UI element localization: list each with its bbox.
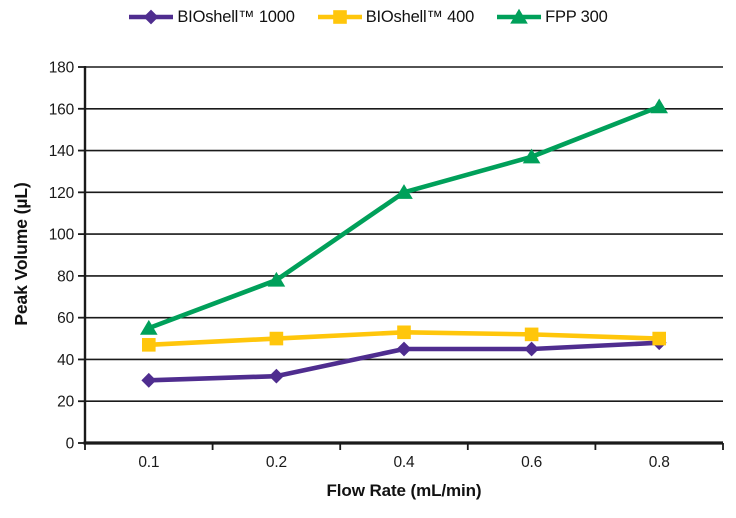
- chart-legend: BIOshell™ 1000 BIOshell™ 400 FPP 300: [0, 5, 736, 29]
- y-tick-label: 160: [49, 101, 75, 118]
- data-point-marker-1: [524, 327, 539, 342]
- y-axis-title: Peak Volume (µL): [11, 182, 31, 326]
- data-point-marker-0: [269, 368, 284, 384]
- data-point-marker-1: [652, 331, 666, 346]
- legend-item-bioshell-400: BIOshell™ 400: [317, 8, 474, 26]
- x-tick-label: 0.1: [138, 454, 159, 471]
- y-tick-label: 120: [49, 185, 75, 202]
- legend-line-square-icon: [317, 10, 362, 24]
- data-point-marker-2: [522, 148, 541, 164]
- data-point-marker-0: [396, 341, 412, 357]
- data-point-marker-1: [269, 331, 284, 346]
- y-tick-label: 80: [57, 268, 74, 285]
- data-point-marker-1: [397, 325, 411, 340]
- data-point-marker-1: [142, 338, 156, 352]
- x-tick-label: 0.6: [521, 454, 542, 471]
- legend-line-triangle-icon: [497, 8, 542, 24]
- legend-item-fpp-300: FPP 300: [496, 8, 608, 26]
- legend-label: BIOshell™ 1000: [177, 8, 295, 26]
- legend-line-diamond-icon: [129, 9, 174, 25]
- y-tick-label: 0: [66, 436, 75, 453]
- legend-marker-square-icon: [332, 10, 347, 24]
- y-tick-label: 20: [57, 394, 74, 411]
- y-tick-label: 180: [49, 60, 75, 77]
- x-tick-label: 0.8: [649, 454, 670, 471]
- data-point-marker-2: [140, 319, 158, 335]
- x-axis-title: Flow Rate (mL/min): [326, 481, 482, 500]
- data-point-marker-2: [395, 184, 413, 199]
- legend-item-bioshell-1000: BIOshell™ 1000: [128, 8, 295, 26]
- y-tick-label: 60: [57, 310, 74, 327]
- series-line-2: [146, 104, 662, 331]
- data-point-marker-2: [650, 98, 668, 114]
- x-tick-label: 0.2: [266, 454, 287, 471]
- data-point-marker-0: [141, 372, 157, 388]
- y-tick-label: 100: [49, 227, 75, 244]
- data-point-marker-0: [524, 341, 539, 357]
- legend-marker-triangle-icon: [510, 8, 528, 24]
- data-point-marker-2: [267, 271, 286, 287]
- legend-label: FPP 300: [545, 8, 608, 26]
- legend-marker-diamond-icon: [143, 9, 159, 25]
- y-tick-label: 40: [57, 352, 74, 369]
- x-tick-label: 0.4: [394, 454, 416, 471]
- y-tick-label: 140: [49, 143, 75, 160]
- legend-label: BIOshell™ 400: [365, 8, 475, 26]
